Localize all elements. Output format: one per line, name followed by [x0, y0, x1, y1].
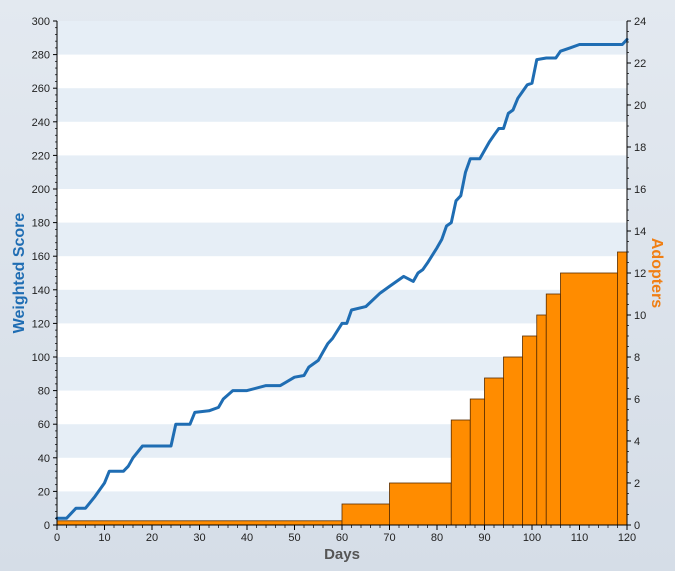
grid-band: [57, 155, 627, 189]
y-left-tick-label: 60: [38, 419, 50, 431]
x-tick-label: 110: [571, 532, 589, 544]
adopters-bar: [450, 419, 471, 526]
x-tick-label: 80: [431, 532, 443, 544]
y-left-tick-label: 220: [32, 150, 50, 162]
y-left-tick-label: 100: [32, 352, 50, 364]
adopters-bars: [56, 251, 628, 526]
x-tick-label: 40: [241, 532, 253, 544]
x-tick-label: 50: [288, 532, 300, 544]
y-right-tick-label: 0: [634, 520, 640, 532]
y-left-tick-label: 20: [38, 486, 50, 498]
y-left-axis-title: Weighted Score: [11, 213, 28, 334]
axes: 0204060801001201401601802002202402602803…: [32, 16, 647, 544]
y-right-tick-label: 8: [634, 352, 640, 364]
y-left-tick-label: 200: [32, 184, 50, 196]
x-axis-title: Days: [324, 546, 360, 563]
y-left-tick-label: 120: [32, 318, 50, 330]
y-left-tick-label: 180: [32, 218, 50, 230]
adopters-bar: [617, 251, 628, 526]
y-right-tick-label: 6: [634, 394, 640, 406]
x-tick-label: 60: [336, 532, 348, 544]
y-left-tick-label: 0: [44, 520, 50, 532]
y-left-tick-label: 280: [32, 50, 50, 62]
grid-band: [57, 21, 627, 55]
x-tick-label: 90: [478, 532, 490, 544]
adopters-bar: [536, 314, 547, 526]
y-right-tick-label: 24: [634, 16, 646, 28]
weighted-score-line: [55, 38, 629, 520]
x-tick-label: 10: [98, 532, 110, 544]
y-left-tick-label: 80: [38, 386, 50, 398]
adopters-bar: [389, 482, 452, 526]
adopters-bar: [484, 377, 504, 526]
y-left-tick-label: 160: [32, 251, 50, 263]
x-tick-label: 120: [618, 532, 636, 544]
y-left-tick-label: 140: [32, 285, 50, 297]
x-tick-label: 0: [54, 532, 60, 544]
y-right-tick-label: 2: [634, 478, 640, 490]
grid-band: [57, 88, 627, 122]
adopters-bar: [545, 293, 561, 526]
y-right-tick-label: 12: [634, 268, 646, 280]
adopters-bar: [341, 503, 390, 526]
y-right-tick-label: 20: [634, 100, 646, 112]
y-left-tick-label: 260: [32, 83, 50, 95]
adopters-bar: [503, 356, 523, 526]
y-right-tick-label: 18: [634, 142, 646, 154]
y-right-tick-label: 14: [634, 226, 646, 238]
adopters-bar: [469, 398, 485, 526]
grid-band: [57, 289, 627, 324]
y-left-tick-label: 240: [32, 117, 50, 129]
x-tick-label: 100: [523, 532, 541, 544]
adopters-bar: [56, 520, 343, 526]
x-tick-label: 30: [193, 532, 205, 544]
grid-band: [57, 222, 627, 257]
adopters-bar: [522, 335, 538, 526]
adopters-bar: [560, 272, 618, 526]
y-right-tick-label: 10: [634, 310, 646, 322]
y-left-tick-label: 40: [38, 453, 50, 465]
y-right-tick-label: 4: [634, 436, 640, 448]
y-right-tick-label: 22: [634, 58, 646, 70]
y-right-tick-label: 16: [634, 184, 646, 196]
x-tick-label: 20: [146, 532, 158, 544]
weighted-score-series-line: [55, 38, 629, 520]
y-right-axis-title: Adopters: [648, 238, 665, 308]
y-left-tick-label: 300: [32, 16, 50, 28]
x-tick-label: 70: [383, 532, 395, 544]
